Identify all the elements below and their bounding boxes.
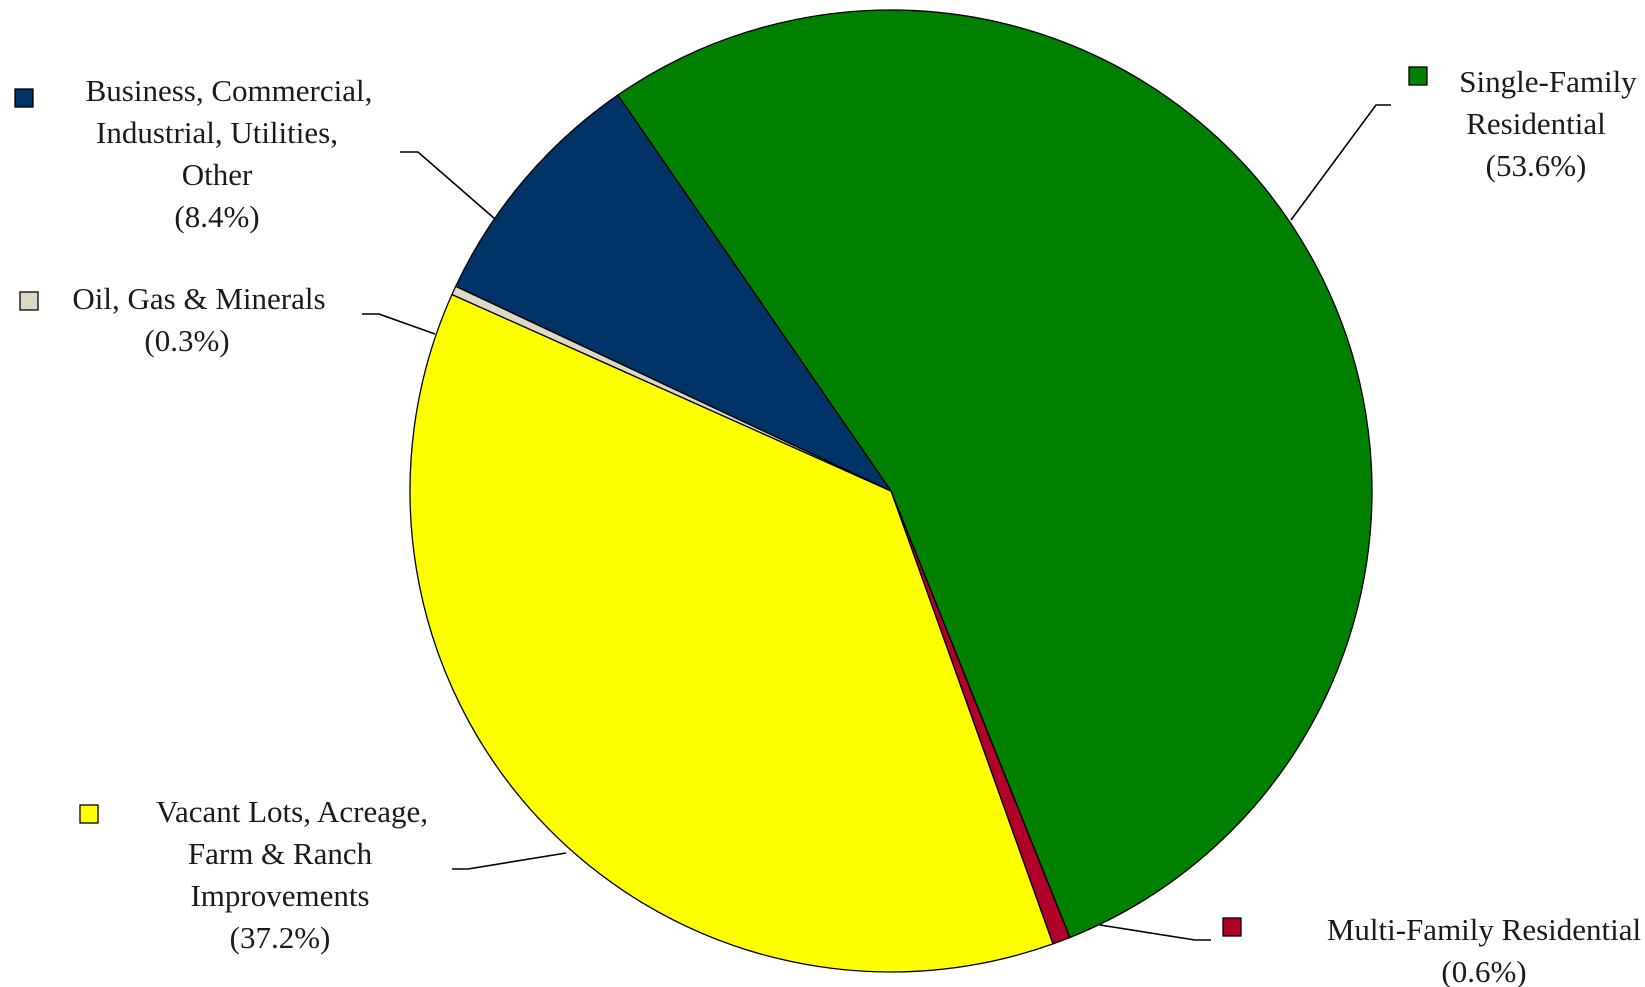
leader-line	[400, 151, 496, 220]
pie-slice	[616, 9, 1373, 939]
leader-line	[1099, 924, 1211, 941]
leader-lines	[362, 104, 1391, 941]
slice-value-label: (8.4%)	[174, 199, 259, 234]
slice-category-label: Vacant Lots, Acreage,	[156, 794, 428, 829]
legend-swatch	[79, 804, 99, 824]
slice-category-label: Residential	[1466, 106, 1605, 141]
legend-swatch	[14, 88, 34, 108]
leader-line	[452, 852, 567, 870]
pie-slice	[409, 293, 1054, 973]
slice-category-label: Single-Family	[1459, 64, 1637, 99]
slice-category-label: Multi-Family Residential	[1327, 912, 1641, 947]
slice-value-label: (53.6%)	[1486, 148, 1587, 183]
slice-category-label: Other	[182, 157, 253, 192]
legend-swatch	[19, 291, 39, 311]
slice-category-label: Farm & Ranch	[188, 836, 373, 871]
pie-slices	[409, 9, 1373, 973]
leader-line	[362, 313, 436, 335]
slice-labels: Single-Family Residential (53.6%) Multi-Fam…	[14, 64, 1641, 987]
slice-category-label: Improvements	[190, 878, 369, 913]
slice-category-label: Business, Commercial,	[86, 73, 373, 108]
slice-category-label: Industrial, Utilities,	[96, 115, 338, 150]
legend-swatch	[1408, 66, 1428, 86]
slice-value-label: (37.2%)	[230, 920, 331, 955]
legend-swatch	[1222, 917, 1242, 937]
slice-value-label: (0.6%)	[1441, 954, 1526, 987]
pie-slice	[454, 94, 893, 493]
slice-value-label: (0.3%)	[144, 323, 229, 358]
leader-line	[1290, 104, 1391, 221]
slice-category-label: Oil, Gas & Minerals	[72, 281, 325, 316]
